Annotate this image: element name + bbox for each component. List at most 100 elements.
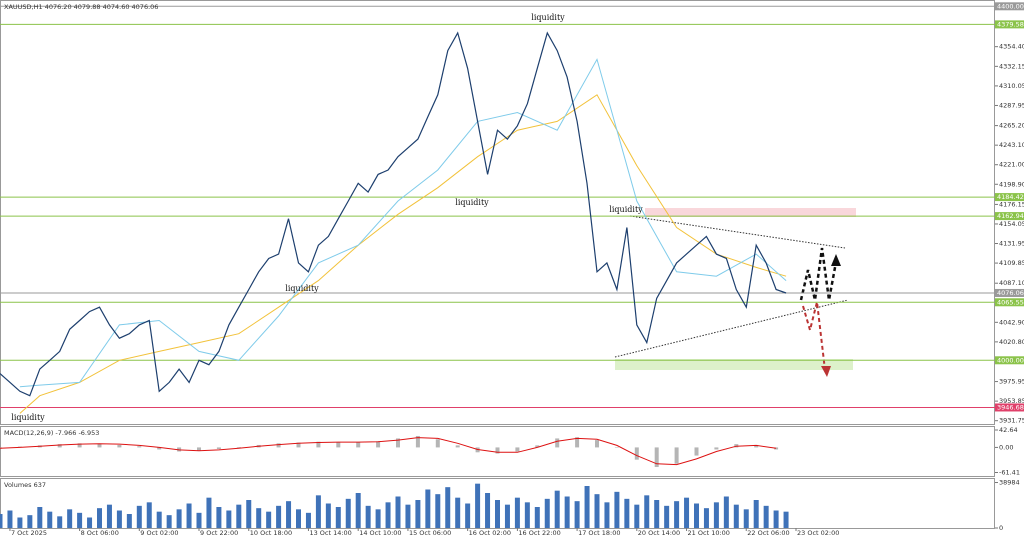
bar [664, 505, 670, 528]
bar [157, 447, 162, 450]
bar [126, 514, 132, 528]
bar [396, 438, 400, 448]
bar [535, 445, 540, 448]
level-tag [995, 356, 1024, 365]
y-tick-label: 4198.90 [999, 180, 1024, 188]
bar [77, 443, 82, 448]
bar [47, 511, 53, 528]
level-label: 4065.55 [997, 298, 1024, 306]
volume-pane [0, 478, 995, 529]
bar [405, 504, 411, 528]
bar [137, 446, 142, 448]
bar [524, 502, 530, 528]
bar [475, 483, 481, 528]
bar [87, 517, 93, 528]
bar [356, 442, 361, 448]
bar [714, 447, 719, 450]
bar [276, 505, 282, 528]
y-tick-label: 0.00 [999, 443, 1013, 451]
bar [0, 514, 3, 528]
x-tick-label: 10 Oct 18:00 [250, 529, 292, 537]
x-tick-label: 9 Oct 02:00 [140, 529, 178, 537]
bar [544, 498, 550, 528]
bull-path [799, 247, 838, 301]
bar [713, 502, 719, 528]
level-tag [995, 212, 1024, 221]
bar [345, 498, 351, 528]
x-tick-label: 7 Oct 2025 [11, 529, 47, 537]
bar [654, 500, 660, 528]
bar [534, 507, 540, 528]
bar [57, 444, 62, 448]
y-tick-label: 3931.75 [999, 417, 1024, 425]
bar [136, 505, 142, 528]
bar [504, 504, 510, 528]
demand-zone [615, 359, 853, 370]
bar [7, 510, 13, 528]
y-tick-label: 4221.00 [999, 161, 1024, 169]
bar [575, 437, 580, 448]
price-pane [0, 0, 995, 425]
bar [435, 439, 440, 448]
bar [216, 447, 221, 450]
level-tag [995, 193, 1024, 202]
bar [694, 503, 699, 528]
bar [743, 509, 749, 528]
series-line [0, 31, 787, 397]
y-tick-label: 4310.05 [999, 82, 1024, 90]
bar [763, 505, 769, 528]
bar [276, 443, 281, 448]
series-line [19, 94, 787, 414]
bar [236, 504, 242, 528]
bar [614, 447, 619, 448]
bar [425, 489, 431, 528]
bar [644, 495, 650, 528]
y-tick-label: -61.41 [999, 468, 1020, 476]
bar [624, 498, 630, 528]
bar [37, 507, 43, 528]
bar [316, 441, 321, 448]
bar [674, 447, 679, 464]
x-tick-label: 9 Oct 22:00 [200, 529, 238, 537]
bar [146, 502, 152, 528]
bar [226, 510, 232, 528]
bar [495, 500, 500, 528]
x-tick-label: 15 Oct 06:00 [409, 529, 451, 537]
bar [514, 497, 520, 528]
annotation: liquidity [531, 13, 565, 22]
bar [325, 503, 331, 528]
bar [176, 509, 182, 528]
bar [555, 438, 560, 448]
bar [654, 447, 659, 468]
annotation: liquidity [11, 413, 45, 422]
bar [97, 443, 102, 448]
bar [733, 504, 739, 528]
bar [246, 500, 252, 528]
bar [754, 444, 759, 448]
bar [574, 501, 580, 528]
triangle-upper [629, 215, 846, 249]
x-tick-label: 13 Oct 14:00 [309, 529, 351, 537]
bar [186, 503, 192, 528]
y-tick-label: 4176.15 [999, 200, 1024, 208]
y-tick-label: 4332.15 [999, 62, 1024, 70]
x-tick-label: 16 Oct 22:00 [518, 529, 560, 537]
bar [515, 447, 520, 452]
bar [305, 512, 311, 528]
y-tick-label: 4354.40 [999, 43, 1024, 51]
bar [335, 507, 341, 528]
y-tick-label: 38984 [999, 479, 1020, 487]
level-label: 4162.94 [997, 212, 1024, 220]
bar [773, 510, 779, 528]
macd-pane [0, 426, 995, 477]
level-label: 4000.00 [997, 356, 1024, 364]
bar [455, 445, 460, 448]
pane-title: MACD(12,26,9) -7.966 -6.953 [4, 429, 99, 437]
pane-title: XAUUSD,H1 4076.20 4079.88 4074.60 4076.0… [4, 3, 158, 11]
bar [703, 508, 709, 528]
bar [594, 494, 600, 528]
bar [336, 442, 341, 448]
bar [216, 507, 222, 528]
